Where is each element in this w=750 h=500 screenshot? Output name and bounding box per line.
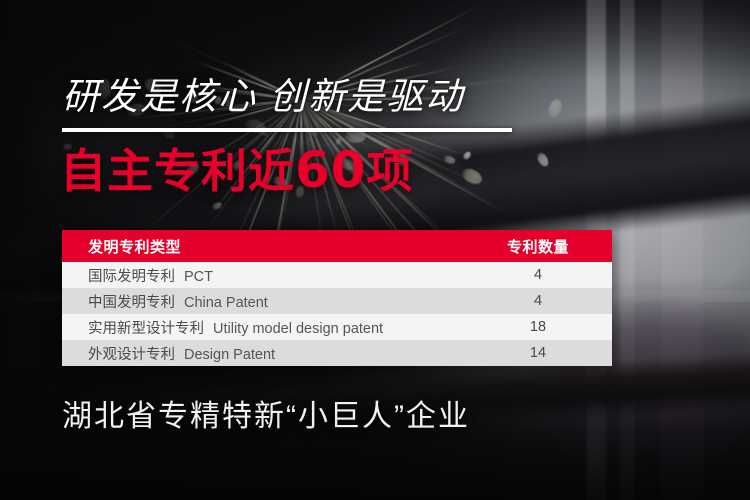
table-row: 国际发明专利 PCT 4 [62, 262, 612, 288]
subheadline-prefix: 自主专利近 [60, 145, 295, 197]
subheadline: 自主专利近60项 [60, 145, 414, 195]
footer-text: 湖北省专精特新“小巨人”企业 [62, 400, 470, 433]
subheadline-suffix: 项 [366, 145, 414, 197]
cell-patent-type: 国际发明专利 PCT [62, 265, 464, 286]
table-row: 中国发明专利 China Patent 4 [62, 288, 612, 314]
column-header-count: 专利数量 [506, 238, 569, 256]
patent-type-zh: 中国发明专利 [88, 294, 175, 311]
patent-type-zh: 实用新型设计专利 [88, 320, 204, 337]
column-header-type: 发明专利类型 [88, 238, 182, 256]
table-row: 外观设计专利 Design Patent 14 [62, 340, 612, 366]
cell-patent-count: 4 [533, 293, 543, 309]
patent-type-en: PCT [184, 268, 213, 285]
table-header-row: 发明专利类型 专利数量 [62, 230, 612, 262]
cell-patent-type: 实用新型设计专利 Utility model design patent [62, 317, 464, 338]
patent-type-zh: 国际发明专利 [88, 268, 175, 285]
cell-patent-type: 外观设计专利 Design Patent [62, 343, 464, 364]
table-row: 实用新型设计专利 Utility model design patent 18 [62, 314, 612, 340]
patent-type-en: China Patent [184, 294, 268, 311]
cell-patent-count: 14 [529, 345, 547, 361]
headline-divider [62, 128, 512, 132]
cell-patent-type: 中国发明专利 China Patent [62, 291, 464, 312]
cell-patent-count: 4 [533, 267, 543, 283]
patent-type-en: Utility model design patent [213, 320, 384, 337]
cell-patent-count: 18 [529, 319, 547, 335]
subheadline-number: 60 [295, 141, 367, 199]
headline-text: 研发是核心 创新是驱动 [62, 76, 465, 117]
patent-type-zh: 外观设计专利 [88, 346, 175, 363]
patent-table: 发明专利类型 专利数量 国际发明专利 PCT 4 中国发明专利 China Pate… [62, 230, 612, 366]
patent-type-en: Design Patent [184, 346, 276, 363]
